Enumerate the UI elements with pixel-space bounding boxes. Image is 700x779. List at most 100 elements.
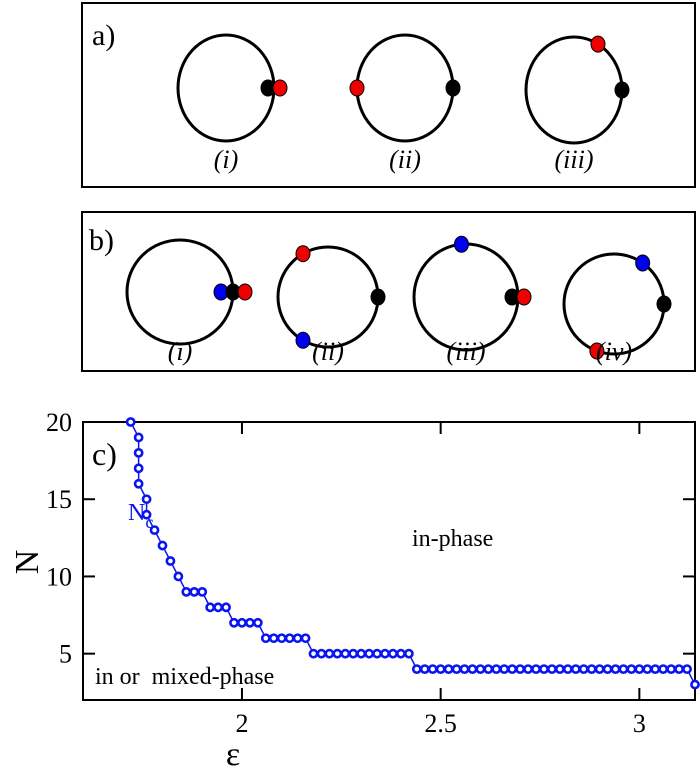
y-tick-label: 5 <box>59 640 72 669</box>
panel-b-frame <box>81 211 696 372</box>
panel-b-configs: (i) (ii) (iii) (iv) <box>125 235 672 366</box>
annotation-mixed-phase: in or mixed-phase <box>95 664 274 690</box>
data-point <box>388 648 398 659</box>
data-point <box>141 494 152 505</box>
black-particle <box>656 295 672 313</box>
black-particle <box>445 79 461 97</box>
panel-c-label: c) <box>92 436 117 472</box>
panel-c-chart: c) Nc in-phase in or mixed-phase ε N 2 2.… <box>9 408 700 773</box>
x-axis-label: ε <box>226 736 240 773</box>
config-b-label: (iii) <box>447 337 486 366</box>
config-b-label: (iv) <box>596 337 632 366</box>
blue-particle <box>295 331 311 349</box>
data-point <box>531 664 541 675</box>
data-point <box>475 664 486 675</box>
data-point <box>690 679 700 690</box>
red-particle <box>295 245 311 263</box>
panel-a-label: a) <box>92 19 115 52</box>
data-point <box>562 664 573 675</box>
config-a-label: (i) <box>214 145 239 174</box>
data-point <box>419 664 430 675</box>
y-axis-label: N <box>9 550 46 575</box>
black-particle <box>370 288 386 306</box>
data-point <box>682 664 692 675</box>
axis-ticks: 2 2.5 3 5 10 15 20 <box>46 408 695 738</box>
black-particle <box>614 81 630 99</box>
data-point <box>523 664 533 675</box>
data-point <box>610 664 621 675</box>
data-point <box>133 478 144 489</box>
data-point <box>165 556 176 566</box>
data-point <box>570 664 581 675</box>
blue-particle <box>453 235 469 253</box>
y-tick-label: 15 <box>46 485 72 514</box>
data-point <box>650 664 661 675</box>
data-point <box>141 509 152 520</box>
data-point <box>443 664 454 675</box>
data-point <box>467 664 478 675</box>
data-point <box>157 540 168 551</box>
data-point <box>380 648 390 659</box>
red-particle <box>589 342 605 360</box>
data-point <box>340 648 351 659</box>
data-point <box>245 617 255 628</box>
series-line <box>130 421 696 685</box>
data-point <box>666 664 677 675</box>
data-point <box>411 664 422 675</box>
data-point <box>499 664 510 675</box>
data-point <box>149 525 160 536</box>
data-point <box>125 417 136 427</box>
data-point <box>213 602 224 613</box>
data-point <box>364 648 375 659</box>
data-point <box>133 447 144 458</box>
data-point <box>316 648 327 659</box>
data-point <box>515 664 526 675</box>
red-particle <box>349 79 365 97</box>
data-point <box>348 648 359 659</box>
blue-particle <box>635 254 651 272</box>
data-point <box>284 633 295 644</box>
data-point <box>205 602 216 613</box>
data-point <box>594 664 605 675</box>
red-particle <box>272 79 288 97</box>
data-point <box>578 664 589 675</box>
panel-a-frame <box>81 2 696 188</box>
data-point <box>634 664 645 675</box>
y-tick-label: 20 <box>46 408 72 437</box>
data-point <box>602 664 613 675</box>
config-b-ring <box>276 245 380 349</box>
data-point <box>221 602 231 613</box>
data-point <box>539 664 549 675</box>
data-point <box>658 664 669 675</box>
series-label: Nc <box>128 500 153 532</box>
data-point <box>133 463 144 474</box>
config-a-ring <box>355 33 455 143</box>
data-series <box>125 417 700 690</box>
red-particle <box>590 35 606 53</box>
data-point <box>197 586 208 597</box>
data-point <box>133 432 144 443</box>
annotation-in-phase: in-phase <box>412 526 493 552</box>
data-point <box>252 617 263 628</box>
config-a-label: (ii) <box>389 145 421 174</box>
data-point <box>427 664 438 675</box>
series-label-main: N <box>128 500 145 526</box>
panel-b-label: b) <box>89 224 114 257</box>
config-a-ring <box>524 35 624 145</box>
data-point <box>507 664 518 675</box>
data-point <box>173 571 184 582</box>
y-tick-label: 10 <box>46 562 72 591</box>
data-point <box>626 664 637 675</box>
red-particle <box>237 283 253 301</box>
data-point <box>308 648 319 659</box>
data-point <box>268 633 279 644</box>
data-point <box>554 664 565 675</box>
config-a-label: (iii) <box>555 145 594 174</box>
x-tick-label: 2 <box>235 709 248 738</box>
data-point <box>586 664 597 675</box>
config-a-ring <box>176 33 276 143</box>
data-point <box>435 664 446 675</box>
data-point <box>618 664 629 675</box>
data-point <box>276 633 287 644</box>
